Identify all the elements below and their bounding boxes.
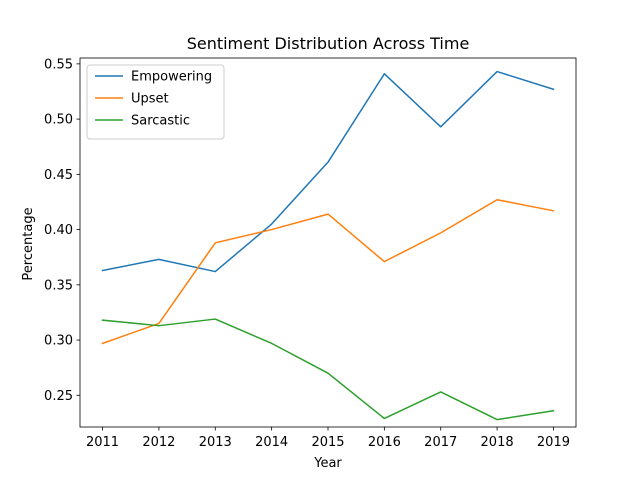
- series-line-upset: [101, 198, 555, 345]
- y-tick-label: 0.35: [44, 278, 73, 293]
- legend-label-upset: Upset: [131, 92, 169, 107]
- legend-label-sarcastic: Sarcastic: [131, 114, 190, 129]
- y-tick-label: 0.25: [44, 389, 73, 404]
- x-tick-label: 2018: [481, 435, 514, 450]
- x-tick-label: 2016: [368, 435, 401, 450]
- x-tick-label: 2015: [311, 435, 344, 450]
- y-tick-label: 0.50: [44, 113, 73, 128]
- series-line-sarcastic: [101, 318, 555, 421]
- y-axis-label: Percentage: [21, 207, 36, 280]
- y-tick-label: 0.40: [44, 223, 73, 238]
- x-tick-label: 2013: [199, 435, 232, 450]
- y-tick-label: 0.30: [44, 334, 73, 349]
- x-tick-label: 2014: [255, 435, 288, 450]
- x-axis-label: Year: [313, 456, 342, 471]
- x-tick-label: 2011: [86, 435, 119, 450]
- legend-label-empowering: Empowering: [131, 70, 212, 85]
- x-tick-label: 2012: [142, 435, 175, 450]
- series-line-empowering: [101, 70, 555, 273]
- chart-title: Sentiment Distribution Across Time: [187, 34, 470, 53]
- y-tick-label: 0.45: [44, 168, 73, 183]
- y-tick-label: 0.55: [44, 57, 73, 72]
- plot-area: 2011 2012 2013 2014 2015 2016 2017 2018 2019 0.25…: [44, 57, 577, 450]
- x-tick-label: 2019: [537, 435, 570, 450]
- legend: Empowering Upset Sarcastic: [86, 64, 225, 140]
- x-tick-label: 2017: [424, 435, 457, 450]
